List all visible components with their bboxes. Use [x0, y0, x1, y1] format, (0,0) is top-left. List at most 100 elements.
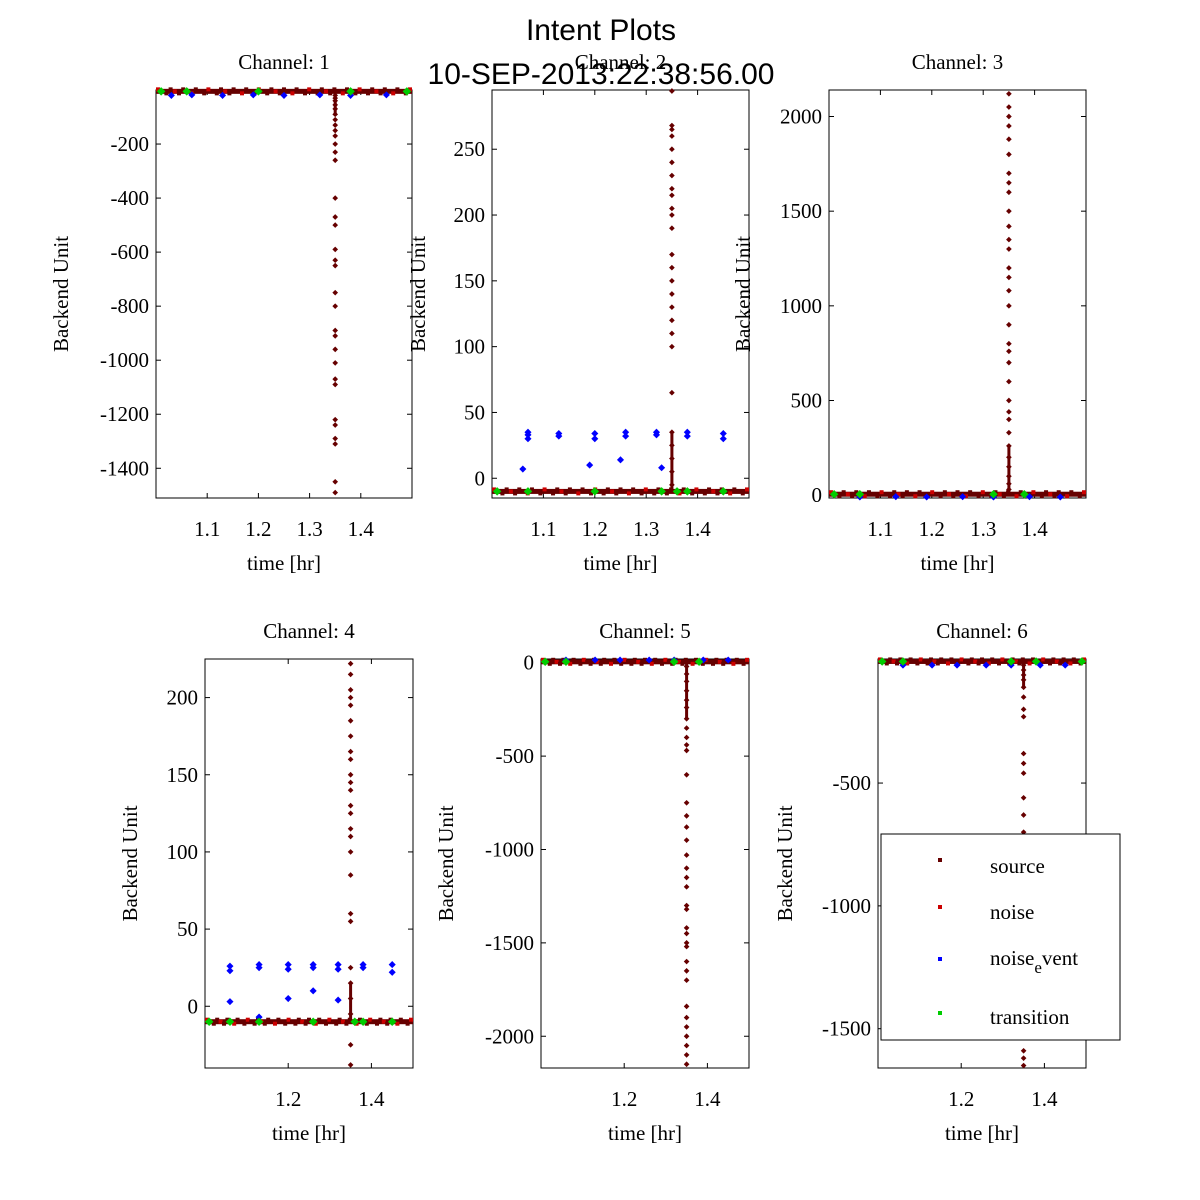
- source-point: [210, 89, 215, 94]
- y-tick-label: 200: [454, 203, 486, 227]
- x-axis-label: time [hr]: [608, 1121, 682, 1145]
- source-point: [242, 1021, 247, 1026]
- source-point: [1077, 494, 1082, 499]
- x-tick-label: 1.3: [296, 517, 322, 541]
- source-point: [900, 494, 905, 499]
- source-point: [328, 91, 333, 96]
- source-point: [714, 657, 719, 662]
- source-point: [319, 87, 324, 92]
- source-point: [347, 849, 354, 855]
- source-point: [198, 89, 202, 94]
- y-tick-label: -1200: [100, 402, 149, 426]
- source-point: [1006, 348, 1012, 355]
- source-point: [677, 659, 681, 664]
- x-tick-label: 1.3: [970, 517, 996, 541]
- source-point: [347, 918, 354, 925]
- source-point: [382, 87, 387, 92]
- source-point: [1020, 694, 1027, 700]
- y-tick-label: -1500: [485, 931, 534, 955]
- source-point: [728, 659, 732, 664]
- source-point: [683, 813, 690, 819]
- source-point: [1006, 113, 1012, 120]
- source-point: [311, 89, 316, 94]
- source-point: [707, 659, 712, 664]
- source-point: [951, 494, 956, 499]
- noise-event-point: [284, 961, 292, 969]
- source-point: [588, 661, 593, 666]
- source-point: [669, 304, 675, 310]
- source-point: [568, 661, 573, 666]
- source-point: [683, 678, 690, 685]
- source-point: [980, 490, 985, 495]
- source-point: [1069, 490, 1074, 495]
- source-point: [563, 491, 568, 496]
- source-point: [223, 89, 228, 94]
- source-point: [963, 494, 968, 499]
- source-point: [896, 492, 901, 497]
- source-point: [1006, 480, 1012, 487]
- source-point: [347, 964, 354, 971]
- source-point: [883, 492, 888, 497]
- source-point: [683, 799, 690, 806]
- source-point: [581, 657, 586, 662]
- source-point: [361, 89, 366, 94]
- source-point: [707, 487, 712, 492]
- noise-event-point: [334, 996, 342, 1004]
- y-tick-label: 2000: [780, 105, 822, 129]
- source-point: [409, 1017, 413, 1022]
- source-point: [669, 205, 675, 212]
- transition-point: [898, 657, 908, 666]
- source-point: [300, 1019, 305, 1024]
- source-point: [276, 1017, 281, 1022]
- source-point: [585, 659, 590, 664]
- noise-event-point: [524, 435, 532, 443]
- source-point: [690, 491, 695, 496]
- source-point: [694, 487, 699, 492]
- y-tick-label: 0: [524, 651, 535, 675]
- source-point: [332, 195, 339, 201]
- source-point: [683, 925, 690, 931]
- transition-point: [672, 487, 682, 496]
- source-point: [913, 494, 918, 499]
- transition-point: [402, 87, 412, 96]
- source-point: [1020, 667, 1027, 673]
- source-point: [968, 490, 973, 495]
- source-point: [508, 489, 513, 494]
- source-point: [235, 1017, 240, 1022]
- x-axis-label: time [hr]: [920, 551, 994, 575]
- source-point: [862, 494, 867, 499]
- axes-box: [491, 89, 750, 499]
- subplot-title: Channel: 3: [912, 50, 1004, 74]
- source-point: [231, 87, 236, 92]
- source-point: [1052, 494, 1057, 499]
- noise-event-point: [226, 998, 234, 1006]
- source-point: [332, 127, 339, 134]
- source-point: [683, 1014, 690, 1021]
- noise-event-point: [591, 435, 599, 443]
- subplot-channel-4: Channel: 4 1.2 1.4 0 50 100 150 200 time [hr] Bac…: [118, 619, 414, 1145]
- source-point: [559, 489, 564, 494]
- source-point: [683, 1003, 690, 1010]
- source-point: [332, 346, 339, 353]
- legend-box: [880, 833, 1121, 1041]
- transition-point: [523, 487, 533, 496]
- source-point: [347, 802, 354, 809]
- source-point: [895, 661, 899, 666]
- source-point: [330, 1019, 335, 1024]
- source-point: [930, 490, 935, 495]
- source-point: [702, 491, 707, 496]
- source-point: [879, 490, 884, 495]
- source-point: [938, 494, 943, 499]
- source-point: [942, 659, 947, 664]
- source-point: [571, 657, 576, 662]
- x-axis-label: time [hr]: [272, 1121, 346, 1145]
- source-point: [929, 657, 933, 662]
- noise-event-point: [953, 661, 961, 669]
- source-point: [347, 756, 354, 763]
- source-point: [1031, 657, 1035, 662]
- source-point: [1048, 492, 1053, 497]
- source-point: [1010, 492, 1015, 497]
- noise-event-point: [382, 91, 390, 99]
- noise-event-point: [622, 428, 630, 436]
